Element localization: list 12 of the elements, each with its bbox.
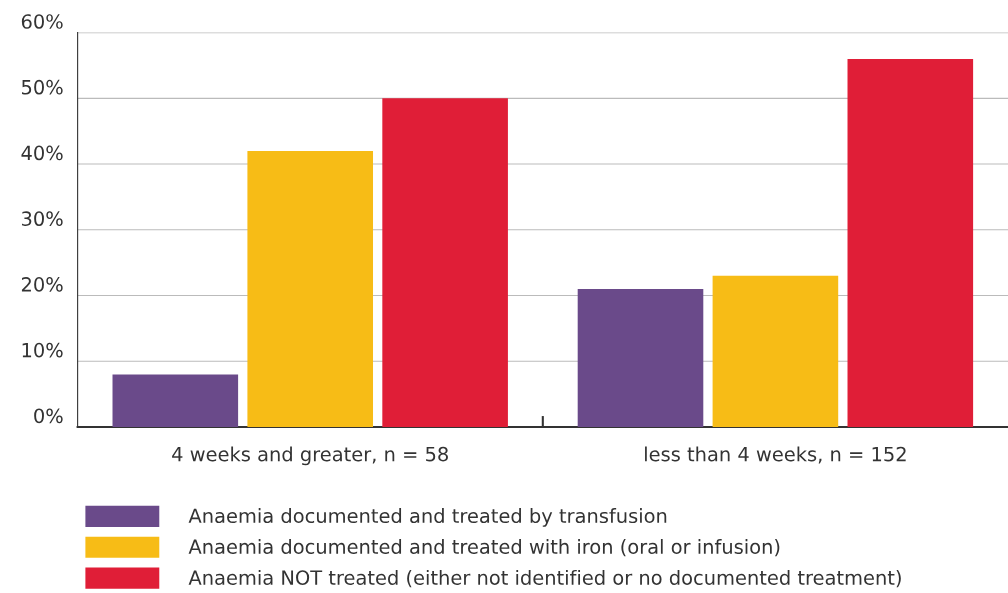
x-tick-label: less than 4 weeks, n = 152	[645, 446, 906, 464]
y-tick-label: 10%	[22, 342, 63, 358]
legend-label: Anaemia documented and treated by transfusion	[188, 508, 667, 527]
y-tick-label: 30%	[21, 211, 63, 227]
y-tick-label: 40%	[21, 145, 63, 161]
legend-label: Anaemia documented and treated with iron (oral or infusion)	[188, 538, 780, 557]
y-tick-label: 0%	[34, 408, 63, 424]
y-tick-label: 50%	[22, 79, 63, 95]
x-tick-label: 4 weeks and greater, n = 58	[172, 446, 448, 466]
legend-label: Anaemia NOT treated (either not identified or no documented treatment)	[188, 569, 901, 588]
y-tick-label: 20%	[21, 277, 63, 292]
y-tick-label: 60%	[21, 14, 63, 29]
